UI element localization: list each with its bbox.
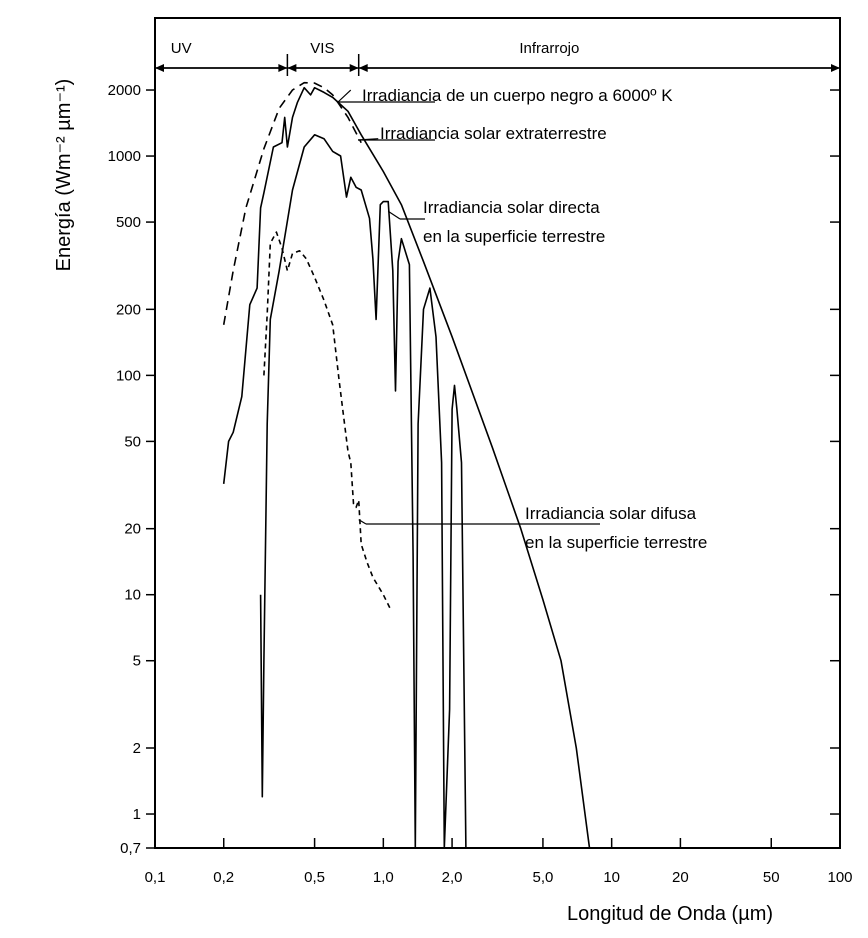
y-tick-label-1: 1: [133, 806, 141, 823]
x-tick-label-0: 0,1: [145, 869, 166, 886]
x-tick-label-3: 1,0: [373, 869, 394, 886]
x-tick-label-1: 0,2: [213, 869, 234, 886]
series-line-3: [263, 231, 392, 611]
y-axis-title: Energía (Wm⁻² µm⁻¹): [53, 79, 75, 272]
series-line-1: [222, 86, 591, 849]
x-tick-label-4: 2,0: [442, 869, 463, 886]
y-tick-label-2: 2: [133, 740, 141, 757]
x-tick-label-6: 10: [603, 869, 620, 886]
y-tick-label-10: 1000: [108, 148, 141, 165]
y-tick-label-4: 10: [124, 587, 141, 604]
annotation-text-1-0: Irradiancia solar extraterrestre: [380, 124, 607, 143]
annotation-text-2-0: Irradiancia solar directa: [423, 198, 600, 217]
plot-border: [154, 17, 841, 849]
x-axis-title: Longitud de Onda (µm): [567, 903, 773, 925]
band-arrowhead-left-1: [287, 64, 297, 72]
annotation-leader-3: [358, 519, 367, 525]
annotation-text-3-1: en la superficie terrestre: [525, 533, 707, 552]
band-label-2: Infrarrojo: [519, 40, 579, 57]
y-tick-label-9: 500: [116, 214, 141, 231]
axis-ticks: 0,1 0,2 0,5 1,0 2,0 5,0 10 20 50 100 0,7 1 2 5 10 20 50 1…: [108, 82, 853, 886]
band-label-0: UV: [171, 40, 192, 57]
band-arrowhead-right-2: [831, 64, 840, 72]
annotation-text-2-1: en la superficie terrestre: [423, 227, 605, 246]
x-tick-label-8: 50: [763, 869, 780, 886]
y-tick-label-8: 200: [116, 301, 141, 318]
y-tick-label-7: 100: [116, 367, 141, 384]
band-arrowhead-left-2: [358, 64, 368, 72]
annotations: Irradiancia de un cuerpo negro a 6000º K…: [337, 86, 707, 552]
x-tick-label-2: 0,5: [304, 869, 325, 886]
spectral-bands: UV VIS Infrarrojo: [155, 40, 840, 76]
y-tick-label-11: 2000: [108, 82, 141, 99]
series-line-0: [222, 81, 362, 325]
series-line-2: [259, 134, 467, 849]
x-tick-label-9: 100: [827, 869, 852, 886]
annotation-text-3-0: Irradiancia solar difusa: [525, 504, 697, 523]
y-tick-label-6: 50: [124, 433, 141, 450]
band-arrowhead-right-0: [278, 64, 288, 72]
annotation-leader-2: [387, 210, 401, 220]
band-arrowhead-right-1: [349, 64, 359, 72]
band-label-1: VIS: [310, 40, 334, 57]
annotation-text-0-0: Irradiancia de un cuerpo negro a 6000º K: [362, 86, 673, 105]
y-tick-label-5: 20: [124, 521, 141, 538]
y-tick-label-3: 5: [133, 653, 141, 670]
band-arrowhead-left-0: [155, 64, 164, 72]
series-lines: [222, 81, 591, 849]
x-tick-label-5: 5,0: [533, 869, 554, 886]
annotation-leader-0: [337, 89, 352, 103]
y-tick-label-0: 0,7: [120, 840, 141, 857]
x-tick-label-7: 20: [672, 869, 689, 886]
